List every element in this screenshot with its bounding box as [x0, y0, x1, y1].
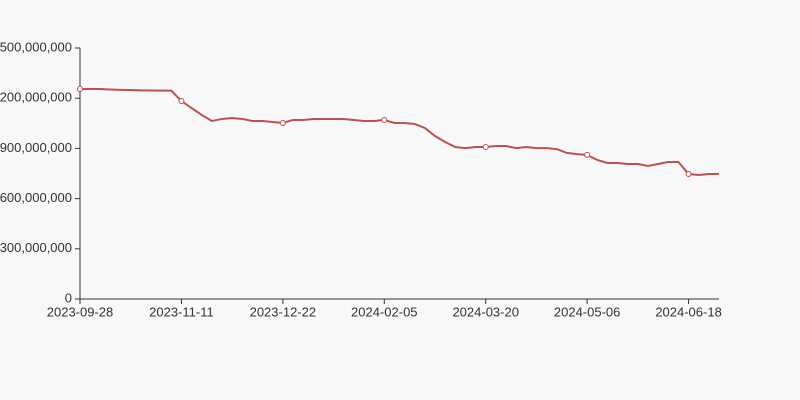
y-tick-label: 300,000,000 — [0, 240, 72, 255]
y-tick-label: 900,000,000 — [0, 140, 72, 155]
x-tick-label: 2023-11-11 — [149, 304, 214, 319]
point — [178, 98, 185, 105]
x-tick-label: 2024-03-20 — [452, 304, 519, 319]
x-tick-label: 2024-05-06 — [554, 304, 621, 319]
series-line — [80, 87, 719, 177]
point — [685, 171, 692, 178]
x-tick-label: 2024-02-05 — [351, 304, 418, 319]
point — [482, 144, 489, 151]
y-tick-label: 1,500,000,000 — [0, 39, 72, 54]
point — [279, 119, 286, 126]
x-tick-label: 2023-12-22 — [250, 304, 317, 319]
x-tick-label: 2024-06-18 — [655, 304, 722, 319]
y-tick-label: 1,200,000,000 — [0, 90, 72, 105]
x-tick-label: 2023-09-28 — [47, 304, 114, 319]
y-tick-label: 600,000,000 — [0, 190, 72, 205]
y-tick-label: 0 — [65, 290, 72, 305]
point — [584, 151, 591, 158]
point — [381, 116, 388, 123]
point — [77, 85, 83, 92]
